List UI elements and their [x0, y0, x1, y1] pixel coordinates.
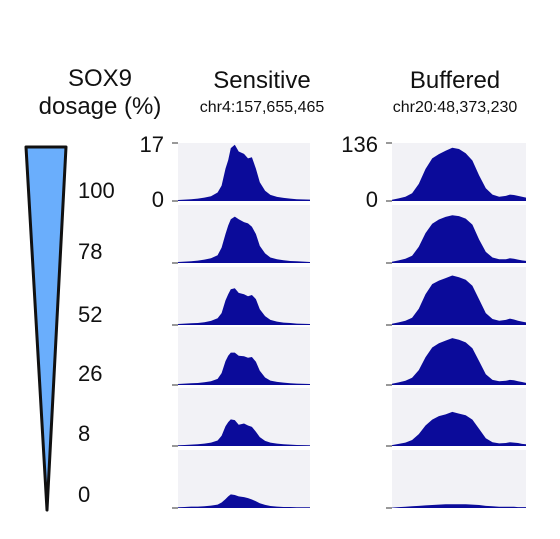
sensitive-coverage-track-26 [178, 352, 310, 385]
dosage-label-78: 78 [78, 239, 103, 264]
dosage-label-26: 26 [78, 361, 103, 386]
sensitive-coverage-track-8 [178, 419, 310, 446]
buffered-ymin-label: 0 [365, 187, 378, 212]
dosage-label-100: 100 [78, 178, 115, 203]
sensitive-coverage-track-0 [178, 494, 310, 508]
buffered-track-bg-0 [392, 450, 526, 508]
dosage-title-line2: dosage (%) [38, 93, 162, 120]
sensitive-coverage-track-52 [178, 288, 310, 325]
dosage-title-line1: SOX9 [67, 65, 133, 92]
sensitive-ymin-label: 0 [151, 187, 164, 212]
buffered-ymax-label: 136 [341, 132, 378, 157]
dosage-label-52: 52 [78, 302, 103, 327]
sensitive-coverage-track-100 [178, 144, 310, 201]
dosage-label-8: 8 [78, 421, 91, 446]
sensitive-ymax-label: 17 [139, 132, 164, 157]
dosage-label-0: 0 [78, 482, 91, 507]
buffered-coverage-track-100 [392, 147, 526, 201]
buffered-locus: chr20:48,373,230 [392, 99, 518, 116]
sensitive-title: Sensitive [213, 67, 311, 94]
dosage-wedge [24, 145, 68, 512]
buffered-coverage-track-8 [392, 411, 526, 446]
buffered-coverage-track-52 [392, 275, 526, 325]
sensitive-coverage-track-78 [178, 216, 310, 263]
buffered-coverage-track-0 [392, 504, 526, 508]
buffered-title: Buffered [409, 67, 501, 94]
buffered-coverage-track-78 [392, 215, 526, 263]
buffered-coverage-track-26 [392, 338, 526, 385]
sensitive-locus: chr4:157,655,465 [199, 99, 325, 116]
